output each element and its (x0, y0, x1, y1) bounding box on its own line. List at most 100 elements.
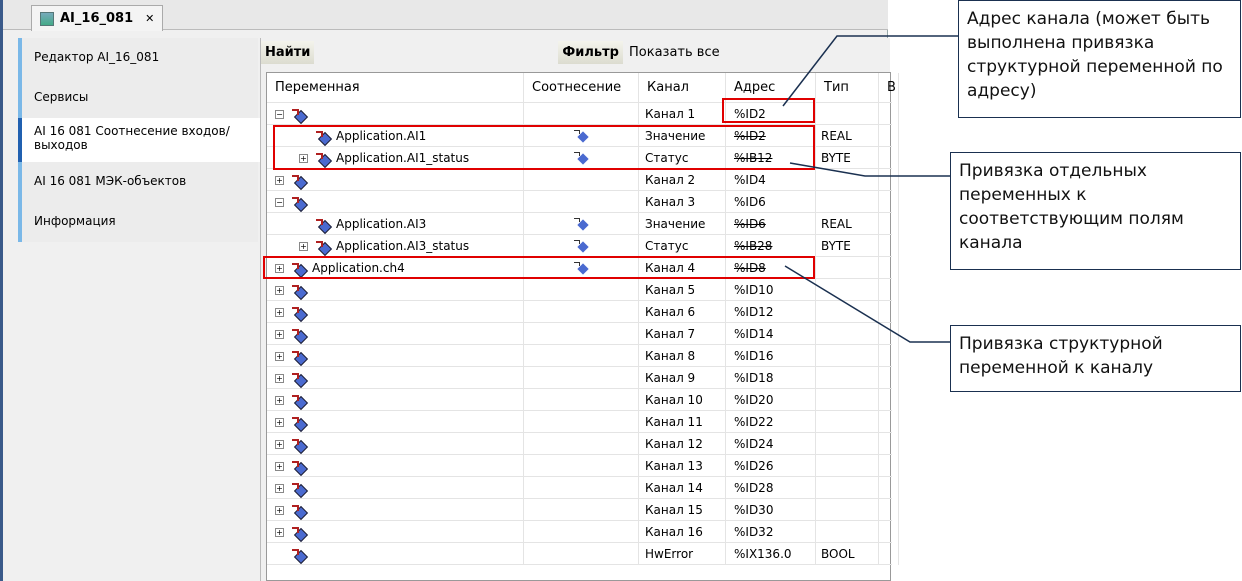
collapse-icon[interactable]: − (275, 198, 284, 207)
sidebar-item[interactable]: Информация (18, 202, 258, 242)
table-row[interactable]: + Application.AI1_status Статус %IB12 BYTE (267, 147, 899, 169)
channel-cell: Канал 2 (639, 169, 726, 191)
address-cell: %ID4 (726, 169, 816, 191)
variable-icon (292, 108, 306, 121)
table-row[interactable]: − Канал 1 %ID2 (267, 103, 899, 125)
variable-name[interactable]: Application.ch4 (312, 261, 405, 275)
variable-cell: + (267, 433, 524, 455)
expand-icon[interactable]: + (299, 242, 308, 251)
variable-icon (292, 328, 306, 341)
table-row[interactable]: + Канал 12 %ID24 (267, 433, 899, 455)
extra-cell (879, 257, 899, 279)
address-cell: %ID2 (726, 103, 816, 125)
column-header[interactable]: Переменная (267, 73, 524, 103)
table-row[interactable]: + Канал 11 %ID22 (267, 411, 899, 433)
variable-cell: + (267, 389, 524, 411)
table-row[interactable]: Application.AI3 Значение %ID6 REAL (267, 213, 899, 235)
address-cell: %IB12 (726, 147, 816, 169)
table-row[interactable]: + Канал 15 %ID30 (267, 499, 899, 521)
channel-cell: Канал 10 (639, 389, 726, 411)
column-header[interactable]: Канал (639, 73, 726, 103)
sidebar-item[interactable]: AI 16 081 МЭК-объектов (18, 162, 258, 202)
filter-select[interactable]: Показать все (629, 44, 720, 60)
extra-cell (879, 499, 899, 521)
toolbar: Найти Фильтр Показать все (261, 38, 890, 66)
filter-button[interactable]: Фильтр (558, 40, 623, 64)
column-header[interactable]: Адрес (726, 73, 816, 103)
sidebar-item[interactable]: AI 16 081 Соотнесение входов/выходов (18, 118, 260, 162)
mapping-cell (524, 169, 639, 191)
table-row[interactable]: + Канал 5 %ID10 (267, 279, 899, 301)
find-button[interactable]: Найти (261, 40, 315, 64)
table-row[interactable]: + Канал 8 %ID16 (267, 345, 899, 367)
mapping-cell (524, 213, 639, 235)
table-row[interactable]: + Канал 14 %ID28 (267, 477, 899, 499)
expand-icon[interactable]: + (275, 308, 284, 317)
expand-icon[interactable]: + (275, 264, 284, 273)
table-row[interactable]: Application.AI1 Значение %ID2 REAL (267, 125, 899, 147)
variable-name[interactable]: Application.AI3_status (336, 239, 470, 253)
collapse-icon[interactable]: − (275, 110, 284, 119)
expand-icon[interactable]: + (299, 154, 308, 163)
table-row[interactable]: + Канал 16 %ID32 (267, 521, 899, 543)
column-header[interactable]: Тип (816, 73, 879, 103)
variable-cell (267, 543, 524, 565)
table-row[interactable]: + Канал 6 %ID12 (267, 301, 899, 323)
table-row[interactable]: + Канал 7 %ID14 (267, 323, 899, 345)
variable-name[interactable]: Application.AI1 (336, 129, 427, 143)
sidebar-item[interactable]: Редактор AI_16_081 (18, 38, 258, 78)
mapping-icon (574, 218, 588, 230)
mapping-icon (574, 152, 588, 164)
close-icon[interactable]: ✕ (145, 12, 155, 25)
variable-icon (292, 394, 306, 407)
channel-cell: Канал 6 (639, 301, 726, 323)
table-row[interactable]: − Канал 3 %ID6 (267, 191, 899, 213)
table-row[interactable]: HwError %IX136.0 BOOL (267, 543, 899, 565)
expand-icon[interactable]: + (275, 506, 284, 515)
type-cell: BOOL (816, 543, 879, 565)
expand-icon[interactable]: + (275, 286, 284, 295)
address-cell: %IX136.0 (726, 543, 816, 565)
extra-cell (879, 147, 899, 169)
mapping-cell (524, 147, 639, 169)
variable-cell: + Application.AI3_status (267, 235, 524, 257)
address-cell: %ID20 (726, 389, 816, 411)
variable-name[interactable]: Application.AI3 (336, 217, 427, 231)
expand-icon[interactable]: + (275, 176, 284, 185)
expand-icon[interactable]: + (275, 352, 284, 361)
variable-icon (292, 350, 306, 363)
variable-name[interactable]: Application.AI1_status (336, 151, 470, 165)
variable-icon (292, 482, 306, 495)
channel-cell: Статус (639, 235, 726, 257)
expand-icon[interactable]: + (275, 440, 284, 449)
address-cell: %ID26 (726, 455, 816, 477)
table-row[interactable]: + Канал 9 %ID18 (267, 367, 899, 389)
channel-cell: HwError (639, 543, 726, 565)
column-header[interactable]: Соотнесение (524, 73, 639, 103)
extra-cell (879, 169, 899, 191)
tab-ai-16-081[interactable]: AI_16_081 ✕ (31, 5, 163, 31)
expand-icon[interactable]: + (275, 462, 284, 471)
channel-cell: Канал 4 (639, 257, 726, 279)
sidebar-item[interactable]: Сервисы (18, 78, 258, 118)
variable-icon (292, 306, 306, 319)
mapping-cell (524, 257, 639, 279)
expand-icon[interactable]: + (275, 374, 284, 383)
expand-icon[interactable]: + (275, 418, 284, 427)
expand-icon[interactable]: + (275, 396, 284, 405)
type-cell (816, 345, 879, 367)
extra-cell (879, 345, 899, 367)
table-row[interactable]: + Канал 13 %ID26 (267, 455, 899, 477)
expand-icon[interactable]: + (275, 330, 284, 339)
expand-icon[interactable]: + (275, 484, 284, 493)
channel-cell: Канал 15 (639, 499, 726, 521)
column-header[interactable]: В (879, 73, 899, 103)
callout-channel-address: Адрес канала (может быть выполнена привя… (958, 0, 1241, 118)
extra-cell (879, 213, 899, 235)
table-row[interactable]: + Канал 10 %ID20 (267, 389, 899, 411)
mapping-cell (524, 235, 639, 257)
expand-icon[interactable]: + (275, 528, 284, 537)
type-cell (816, 521, 879, 543)
table-row[interactable]: + Канал 2 %ID4 (267, 169, 899, 191)
io-mapping-table: Переменная Соотнесение Канал Адрес Тип В − Кана… (266, 72, 899, 581)
